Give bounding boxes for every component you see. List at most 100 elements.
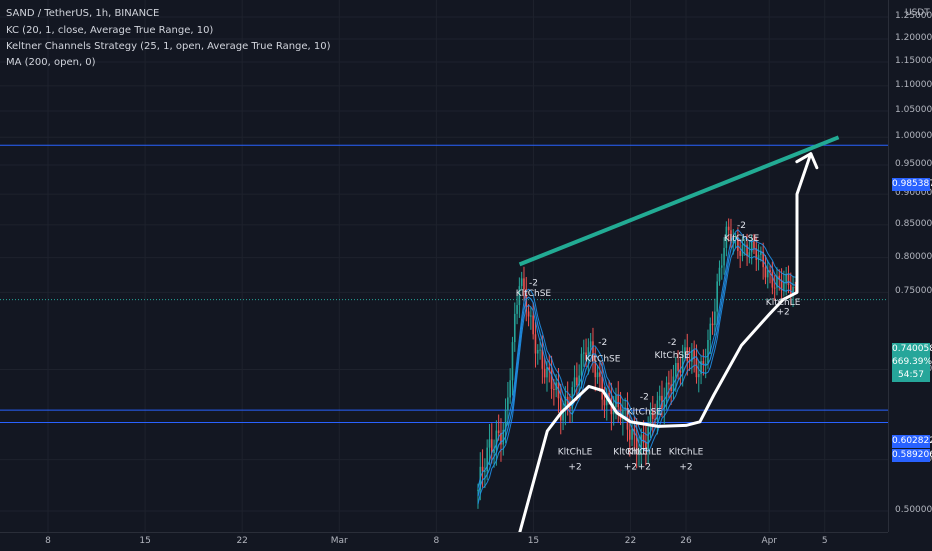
candle-body — [792, 286, 794, 295]
axis-currency: USDT — [905, 8, 930, 18]
candle-body — [789, 285, 792, 295]
candle-body — [516, 305, 518, 314]
candle-body — [582, 352, 585, 354]
candle-body — [764, 267, 767, 278]
candle-body — [734, 236, 737, 239]
candle-body — [541, 349, 544, 369]
candle-body — [686, 347, 689, 361]
candle-body — [532, 315, 534, 335]
candle-body — [500, 433, 502, 445]
candle-body — [594, 360, 597, 378]
candle-body — [677, 363, 679, 371]
date-tick: Apr — [761, 536, 778, 546]
price-chart[interactable]: -2KltChSE-2KltChSE-2KltChSE-2KltChSE-2Kl… — [0, 0, 888, 532]
candle-body — [785, 273, 787, 283]
candle-body — [658, 395, 661, 401]
indicator-kc[interactable]: KC (20, 1, close, Average True Range, 10… — [6, 25, 214, 36]
signal-label: +2 — [624, 463, 637, 473]
price-tick: 1.200000 — [895, 33, 932, 43]
candle-body — [569, 407, 571, 409]
time-axis[interactable]: 8 15 22 Mar 8 15 22 26 Apr 5 — [0, 532, 888, 551]
candle-body — [760, 251, 762, 255]
candle-body — [504, 410, 507, 430]
indicator-ma[interactable]: MA (200, open, 0) — [6, 57, 96, 68]
candle-body — [649, 410, 652, 428]
price-tick: 1.050000 — [895, 104, 932, 115]
candle-body — [518, 286, 521, 306]
candle-body — [746, 244, 748, 256]
candle-body — [679, 370, 682, 373]
strategy-signals: -2KltChSE-2KltChSE-2KltChSE-2KltChSE-2Kl… — [516, 221, 801, 472]
candle-body — [559, 398, 562, 421]
candle-body — [566, 396, 569, 408]
candle-body — [711, 323, 714, 326]
symbol-title[interactable]: SAND / TetherUS, 1h, BINANCE — [6, 8, 160, 19]
candle-body — [628, 429, 631, 440]
level-badge-top: 0.985387 — [892, 178, 932, 191]
candle-body — [523, 278, 525, 290]
horizontal-levels — [0, 144, 888, 423]
price-tick: 0.500000 — [895, 505, 932, 515]
candle-body — [493, 449, 495, 454]
candle-body — [585, 352, 587, 360]
level-badge-low: 0.589206 — [892, 449, 932, 462]
candle-body — [704, 363, 707, 365]
candle-body — [684, 347, 686, 355]
candle-body — [769, 270, 771, 273]
drawings — [518, 135, 840, 532]
signal-label: KltChLE — [766, 298, 801, 308]
date-tick: 15 — [527, 536, 540, 546]
date-tick: 8 — [45, 536, 51, 546]
candle-body — [548, 367, 551, 371]
candle-body — [665, 382, 668, 402]
candle-body — [631, 428, 633, 440]
trendline — [518, 135, 840, 267]
signal-label: KltChSE — [627, 408, 663, 418]
candle-body — [762, 251, 764, 268]
keltner-band — [477, 236, 796, 497]
keltner-bands — [477, 228, 796, 505]
candle-body — [507, 397, 509, 411]
candle-body — [794, 286, 797, 289]
candle-body — [553, 388, 555, 390]
candle-body — [750, 241, 753, 253]
candle-body — [635, 434, 638, 455]
candle-body — [707, 339, 709, 364]
date-tick: 15 — [139, 536, 151, 546]
signal-label: -2 — [598, 338, 607, 348]
keltner-band — [477, 245, 796, 505]
candle-body — [622, 409, 624, 420]
candle-body — [546, 367, 548, 378]
signal-label: -2 — [668, 338, 677, 348]
candle-body — [700, 361, 702, 375]
candle-body — [766, 270, 769, 278]
candle-body — [741, 244, 744, 256]
date-tick: 22 — [236, 536, 248, 546]
signal-label: +2 — [568, 463, 581, 473]
arrowhead — [795, 152, 819, 170]
signal-label: KltChLE — [558, 448, 593, 458]
candle-body — [490, 439, 493, 454]
candle-body — [580, 353, 583, 376]
candle-body — [502, 429, 505, 445]
candle-body — [783, 282, 785, 291]
price-tick: 1.100000 — [895, 79, 932, 90]
candle-body — [550, 370, 553, 389]
price-tick: 1.150000 — [895, 55, 932, 66]
change-badge: 669.39% — [892, 356, 932, 369]
candle-body — [495, 430, 498, 450]
candle-body — [513, 313, 516, 343]
indicator-keltner-strategy[interactable]: Keltner Channels Strategy (25, 1, open, … — [6, 41, 331, 52]
signal-label: +2 — [638, 463, 651, 473]
candle-body — [709, 323, 712, 340]
signal-label: KltChLE — [669, 448, 704, 458]
candle-body — [608, 392, 610, 399]
candle-body — [787, 273, 790, 286]
candle-body — [778, 275, 781, 280]
candle-body — [592, 341, 594, 361]
candle-body — [771, 272, 774, 288]
